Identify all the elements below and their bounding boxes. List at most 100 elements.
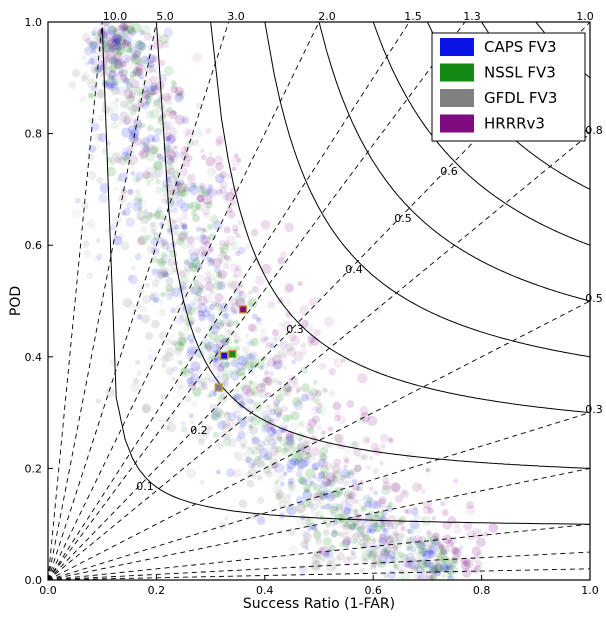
cloud-point [142,294,152,304]
cloud-point [94,133,103,142]
cloud-point [256,383,266,393]
cloud-point [125,300,135,309]
cloud-point [88,92,95,99]
cloud-point [112,235,123,246]
cloud-point [157,115,164,121]
cloud-point [199,289,205,295]
cloud-point [122,22,132,30]
cloud-point [170,182,181,192]
cloud-point [322,536,332,546]
cloud-point [116,34,124,42]
cloud-point [239,438,249,447]
cloud-point [205,201,213,209]
cloud-point [284,501,294,512]
cloud-point [231,224,239,232]
cloud-point [342,556,352,566]
cloud-point [452,547,463,558]
cloud-point [437,546,446,555]
cloud-point [108,43,114,49]
cloud-point [94,64,103,73]
csi-label-2: 0.3 [286,323,304,336]
cloud-point [302,489,313,500]
cloud-point [112,52,123,63]
cloud-point [250,415,261,426]
cloud-point [221,379,227,385]
cloud-point [273,352,281,360]
cloud-point [165,246,172,253]
cloud-point [172,183,179,191]
cloud-point [171,110,177,116]
scatter-clouds [68,22,499,580]
cloud-point [198,314,206,322]
centroid-marker-0 [220,351,229,360]
cloud-point [420,569,426,575]
cloud-point [386,515,397,525]
cloud-point [341,488,349,497]
cloud-point [234,452,244,461]
cloud-point [293,400,304,411]
cloud-point [166,293,174,301]
cloud-point [194,345,201,352]
cloud-point [223,380,230,387]
cloud-point [309,481,318,489]
cloud-point [321,454,328,461]
cloud-point [189,185,199,196]
cloud-point [175,90,185,100]
cloud-point [387,501,394,508]
cloud-point [92,46,102,56]
cloud-point [114,156,123,165]
cloud-point [365,501,373,509]
cloud-point [360,505,367,512]
cloud-point [254,455,261,462]
cloud-point [400,489,409,499]
cloud-point [410,507,419,516]
cloud-point [322,475,327,480]
cloud-point [241,358,248,365]
cloud-point [357,533,366,542]
cloud-point [421,549,426,554]
cloud-point [205,188,213,195]
cloud-point [114,62,121,70]
cloud-point [87,153,95,161]
cloud-point [279,436,290,447]
bias-line-9 [48,412,590,580]
cloud-point [247,323,256,332]
cloud-point [106,38,117,49]
cloud-point [216,469,221,475]
cloud-point [192,52,202,63]
cloud-point [378,536,389,548]
cloud-point [246,479,255,488]
series-cloud-2 [68,22,446,580]
cloud-point [483,531,489,537]
cloud-point [164,272,170,278]
cloud-point [176,186,187,197]
cloud-point [377,546,388,557]
csi-contour-0 [101,27,590,525]
cloud-point [435,552,443,559]
cloud-point [201,251,207,257]
cloud-point [433,563,444,574]
cloud-point [210,320,220,330]
cloud-point [235,370,242,377]
cloud-point [161,40,169,49]
cloud-point [151,137,156,142]
cloud-point [362,541,369,548]
cloud-point [270,442,278,450]
cloud-point [369,528,376,535]
cloud-point [357,539,367,550]
cloud-point [203,211,211,219]
y-tick-label-4: 0.8 [25,128,43,141]
cloud-point [390,546,398,555]
cloud-point [250,386,259,395]
cloud-point [265,404,271,409]
cloud-point [245,361,252,368]
cloud-point [151,246,161,256]
cloud-point [431,564,441,574]
cloud-point [376,498,386,508]
cloud-point [249,323,259,333]
cloud-point [145,233,152,241]
cloud-point [288,333,297,342]
cloud-point [120,241,130,251]
cloud-point [297,476,305,484]
cloud-point [153,232,161,241]
